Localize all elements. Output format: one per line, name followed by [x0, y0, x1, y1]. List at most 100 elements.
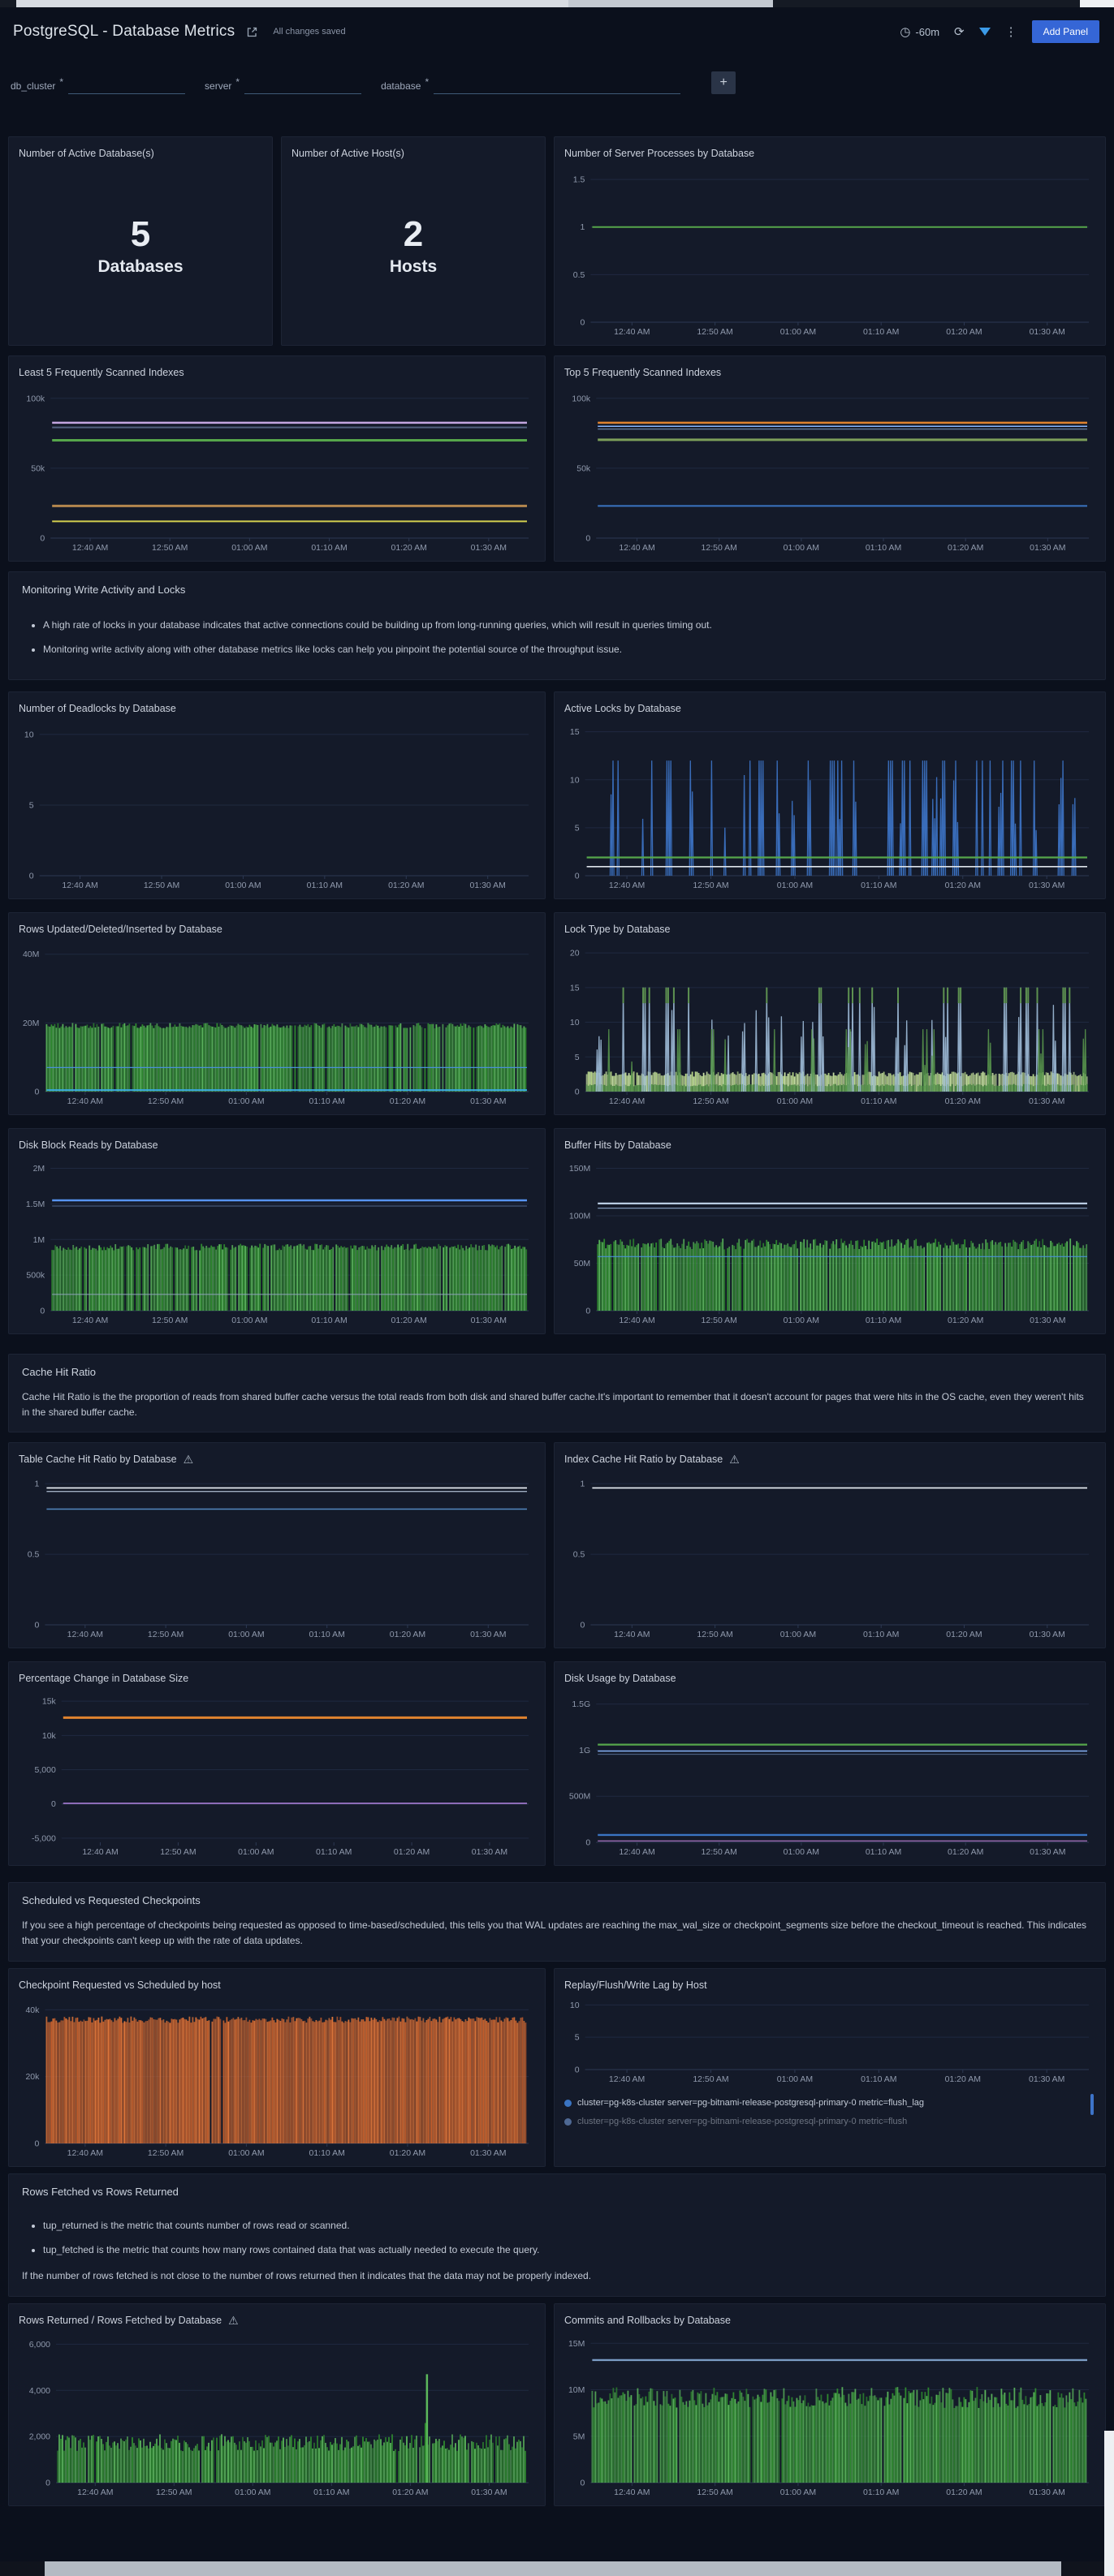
server-input[interactable]: [244, 74, 362, 94]
legend-item[interactable]: cluster=pg-k8s-cluster server=pg-bitnami…: [564, 2097, 1087, 2110]
time-range-picker[interactable]: ◷ -60m: [900, 24, 939, 39]
section-checkpoints: Scheduled vs Requested Checkpoints If yo…: [8, 1882, 1106, 1962]
panel-title[interactable]: Number of Server Processes by Database: [564, 148, 755, 159]
panel-title[interactable]: Table Cache Hit Ratio by Database: [19, 1454, 177, 1466]
time-series-chart[interactable]: 0 0.5 1 12:40 AM 12:50 AM 01:00 AM 01:10 AM 01:…: [564, 1469, 1095, 1641]
time-series-chart[interactable]: 0 50k 100k 12:40 AM 12:50 AM 01:00 AM 01:10 AM…: [19, 382, 535, 554]
time-series-chart[interactable]: 0 2,000 4,000 6,000 12:40 AM 12:50 AM 01:00 AM…: [19, 2330, 535, 2499]
time-series-chart[interactable]: 0 50k 100k 12:40 AM 12:50 AM 01:00 AM 01:10 AM…: [564, 382, 1095, 554]
svg-text:12:40 AM: 12:40 AM: [67, 2148, 103, 2158]
time-series-chart[interactable]: 0 20k 40k 12:40 AM 12:50 AM 01:00 AM 01:10 AM 0…: [19, 1995, 535, 2160]
refresh-button[interactable]: ⟳: [954, 24, 965, 39]
time-series-chart[interactable]: 0 5 10 15 12:40 AM 12:50 AM 01:00 AM 01:10 AM 01…: [564, 718, 1095, 892]
browser-tab-strip-2: [568, 0, 773, 7]
svg-text:12:50 AM: 12:50 AM: [693, 1096, 728, 1106]
svg-text:01:00 AM: 01:00 AM: [228, 1096, 264, 1106]
panel-title[interactable]: Number of Deadlocks by Database: [19, 702, 176, 714]
svg-text:01:10 AM: 01:10 AM: [307, 881, 343, 890]
warning-icon[interactable]: ⚠: [183, 1453, 194, 1467]
refresh-icon: ⟳: [954, 25, 965, 39]
svg-text:12:40 AM: 12:40 AM: [619, 543, 654, 553]
panel-disk-usage: Disk Usage by Database 0 500M 1G 1.5G 12:40 …: [554, 1661, 1106, 1867]
panel-title[interactable]: Number of Active Host(s): [291, 148, 404, 159]
svg-text:01:00 AM: 01:00 AM: [780, 2488, 816, 2497]
svg-text:01:20 AM: 01:20 AM: [948, 543, 983, 553]
browser-tab-strip: [16, 0, 568, 7]
svg-text:150M: 150M: [569, 1164, 590, 1174]
panel-title[interactable]: Index Cache Hit Ratio by Database: [564, 1454, 723, 1466]
svg-text:01:10 AM: 01:10 AM: [316, 1847, 352, 1857]
panel-commits-rollbacks: Commits and Rollbacks by Database 0 5M 10M…: [554, 2302, 1106, 2506]
panel-title[interactable]: Lock Type by Database: [564, 923, 671, 935]
time-series-chart[interactable]: 0 0.5 1 12:40 AM 12:50 AM 01:00 AM 01:10 AM 01:…: [19, 1469, 535, 1641]
add-panel-button[interactable]: Add Panel: [1031, 20, 1099, 43]
svg-text:5,000: 5,000: [35, 1765, 56, 1775]
time-series-chart[interactable]: 0 500k 1M 1.5M 2M 12:40 AM 12:50 AM 01:00 AM 01:…: [19, 1155, 535, 1327]
svg-text:-5,000: -5,000: [32, 1834, 56, 1844]
time-series-chart[interactable]: 0 5 10 12:40 AM 12:50 AM 01:00 AM 01:10 AM 01:2…: [19, 718, 535, 892]
time-series-chart[interactable]: 0 20M 40M 12:40 AM 12:50 AM 01:00 AM 01:10 AM 0…: [19, 939, 535, 1108]
right-scrollbar-sliver[interactable]: [1104, 2431, 1114, 2576]
svg-text:01:20 AM: 01:20 AM: [391, 1316, 426, 1325]
db-cluster-input[interactable]: [68, 74, 186, 94]
svg-text:01:30 AM: 01:30 AM: [470, 881, 506, 890]
svg-text:01:00 AM: 01:00 AM: [231, 543, 267, 553]
section-title: Rows Fetched vs Rows Returned: [22, 2185, 179, 2198]
filter-button[interactable]: [978, 28, 991, 36]
stat-body: 5 Databases: [19, 153, 262, 338]
time-series-chart[interactable]: 0 0.5 1 1.5 12:40 AM 12:50 AM 01:00 AM 01:10 AM…: [564, 163, 1095, 338]
panel-title[interactable]: Active Locks by Database: [564, 702, 681, 714]
svg-text:01:20 AM: 01:20 AM: [390, 1630, 425, 1639]
panel-title[interactable]: Replay/Flush/Write Lag by Host: [564, 1979, 707, 1991]
panel-title[interactable]: Disk Usage by Database: [564, 1673, 676, 1685]
panel-title[interactable]: Number of Active Database(s): [19, 148, 154, 159]
time-series-chart[interactable]: 0 5 10 12:40 AM 12:50 AM 01:00 AM 01:10 AM 01:2…: [564, 1995, 1095, 2086]
svg-text:01:30 AM: 01:30 AM: [1030, 327, 1065, 337]
panel-title[interactable]: Percentage Change in Database Size: [19, 1673, 189, 1685]
variable-label: database: [381, 80, 421, 92]
time-series-chart[interactable]: 0 500M 1G 1.5G 12:40 AM 12:50 AM 01:00 AM 01:10…: [564, 1688, 1095, 1859]
svg-text:01:00 AM: 01:00 AM: [777, 2074, 813, 2084]
svg-text:12:40 AM: 12:40 AM: [67, 1096, 103, 1106]
save-status: All changes saved: [273, 27, 346, 37]
svg-text:12:40 AM: 12:40 AM: [72, 543, 108, 553]
panel-title[interactable]: Rows Updated/Deleted/Inserted by Databas…: [19, 923, 222, 935]
svg-text:01:20 AM: 01:20 AM: [946, 1630, 982, 1639]
panel-title[interactable]: Rows Returned / Rows Fetched by Database: [19, 2314, 222, 2326]
time-series-chart[interactable]: -5,000 0 5,000 10k 15k 12:40 AM 12:50 AM 01:00 …: [19, 1688, 535, 1859]
svg-text:01:20 AM: 01:20 AM: [945, 881, 981, 890]
panel-title[interactable]: Least 5 Frequently Scanned Indexes: [19, 367, 184, 378]
panel-title[interactable]: Buffer Hits by Database: [564, 1139, 671, 1151]
panel-title[interactable]: Disk Block Reads by Database: [19, 1139, 158, 1151]
warning-icon[interactable]: ⚠: [228, 2313, 239, 2327]
add-variable-button[interactable]: +: [711, 71, 736, 94]
stat-unit: Hosts: [389, 257, 438, 277]
stat-panel-active-databases: Number of Active Database(s) 5 Databases: [8, 136, 273, 346]
svg-text:0: 0: [581, 1621, 585, 1630]
database-input[interactable]: [434, 74, 681, 94]
legend-item[interactable]: cluster=pg-k8s-cluster server=pg-bitnami…: [564, 2116, 1087, 2126]
chart-legend: cluster=pg-k8s-cluster server=pg-bitnami…: [564, 2091, 1095, 2160]
svg-text:01:00 AM: 01:00 AM: [784, 543, 819, 553]
svg-text:01:30 AM: 01:30 AM: [471, 543, 507, 553]
section-paragraph: If the number of rows fetched is not clo…: [22, 2270, 592, 2282]
panel-title[interactable]: Top 5 Frequently Scanned Indexes: [564, 367, 722, 378]
panel-title[interactable]: Commits and Rollbacks by Database: [564, 2314, 731, 2326]
share-icon[interactable]: [246, 26, 258, 38]
time-series-chart[interactable]: 0 5 10 15 20 12:40 AM 12:50 AM 01:00 AM 01:10 AM…: [564, 939, 1095, 1108]
svg-text:2M: 2M: [33, 1164, 45, 1174]
kebab-icon: ⋮: [1004, 25, 1017, 39]
panel-title[interactable]: Checkpoint Requested vs Scheduled by hos…: [19, 1979, 221, 1991]
time-series-chart[interactable]: 0 50M 100M 150M 12:40 AM 12:50 AM 01:00 AM 01:1…: [564, 1155, 1095, 1327]
section-bullet: tup_returned is the metric that counts n…: [43, 2219, 1092, 2233]
section-bullet: Monitoring write activity along with oth…: [43, 643, 1092, 657]
panel-lock-type: Lock Type by Database 0 5 10 15 20 12:40 AM 12…: [554, 911, 1106, 1115]
warning-icon[interactable]: ⚠: [729, 1453, 740, 1467]
bottom-scroll-strip[interactable]: [45, 2561, 1061, 2576]
time-series-chart[interactable]: 0 5M 10M 15M 12:40 AM 12:50 AM 01:00 AM 01:10 A…: [564, 2330, 1095, 2499]
svg-text:12:40 AM: 12:40 AM: [614, 1630, 650, 1639]
svg-text:01:10 AM: 01:10 AM: [311, 543, 347, 553]
legend-scrollbar[interactable]: [1090, 2093, 1094, 2115]
section-title: Scheduled vs Requested Checkpoints: [22, 1894, 201, 1907]
more-options-button[interactable]: ⋮: [1005, 24, 1017, 39]
